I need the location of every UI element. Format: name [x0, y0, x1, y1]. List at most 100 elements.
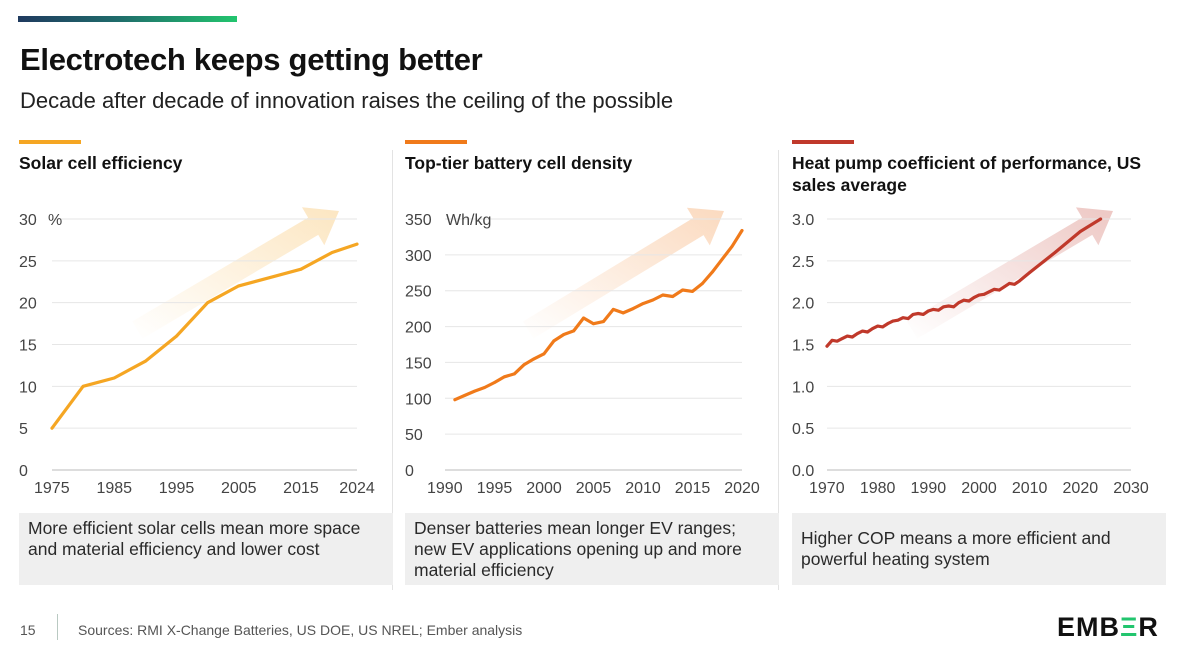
x-tick-label: 2024: [339, 480, 375, 497]
battery-density-chart: 0 50 100 150 200 250 300 350 Wh/kg 1990 1995 2000 20…: [405, 207, 760, 497]
data-point: [206, 301, 210, 305]
x-tick-label: 2000: [961, 480, 997, 497]
x-tick-label: 2020: [724, 480, 760, 497]
chart-title: Solar cell efficiency: [19, 153, 183, 173]
page-subtitle: Decade after decade of innovation raises…: [20, 88, 674, 113]
data-point: [611, 307, 615, 311]
data-point: [691, 290, 694, 293]
data-point: [987, 290, 991, 294]
y-tick-label: 5: [19, 421, 28, 438]
data-point: [720, 257, 724, 261]
data-point: [921, 312, 925, 316]
data-point: [850, 335, 854, 339]
y-tick-label: 0.0: [792, 463, 814, 480]
data-point: [710, 270, 714, 274]
y-unit-label: Wh/kg: [446, 212, 491, 229]
data-point: [512, 372, 516, 376]
panel-accent: [19, 140, 81, 144]
data-point: [1008, 282, 1011, 285]
data-point: [463, 394, 467, 397]
data-point: [355, 242, 359, 246]
data-point: [542, 352, 546, 356]
data-point: [112, 376, 116, 380]
data-point: [730, 244, 734, 248]
footer-separator: [57, 614, 58, 640]
x-tick-label: 1975: [34, 480, 70, 497]
data-point: [896, 318, 900, 322]
data-point: [621, 311, 625, 315]
x-tick-label: 1980: [860, 480, 896, 497]
chart-caption: Denser batteries mean longer EV ranges; …: [405, 513, 779, 585]
trend-arrow: [907, 207, 1113, 339]
header-accent-bar: [18, 16, 237, 22]
panel-accent: [792, 140, 854, 144]
data-point: [671, 295, 675, 298]
data-point: [631, 307, 635, 311]
data-point: [1078, 230, 1082, 233]
data-point: [977, 293, 981, 297]
data-point: [473, 389, 477, 393]
data-point: [866, 330, 869, 334]
trend-arrow: [522, 207, 724, 339]
data-point: [861, 329, 864, 333]
data-point: [932, 307, 935, 311]
data-point: [901, 316, 905, 320]
data-point: [911, 312, 915, 316]
data-point: [1018, 279, 1021, 283]
data-point: [299, 267, 303, 271]
y-tick-label: 0: [19, 463, 28, 480]
data-point: [503, 375, 506, 379]
data-point: [641, 302, 645, 306]
data-point: [651, 298, 655, 302]
y-tick-label: 15: [19, 338, 37, 355]
data-point: [942, 305, 945, 309]
data-point: [845, 334, 849, 338]
y-tick-label: 350: [405, 212, 432, 229]
data-point: [972, 296, 976, 300]
x-tick-label: 1985: [96, 480, 132, 497]
data-point: [582, 316, 585, 320]
y-tick-label: 200: [405, 320, 432, 337]
data-point: [268, 276, 272, 279]
data-point: [602, 320, 605, 323]
data-point: [982, 292, 986, 296]
data-point: [572, 329, 576, 333]
chart-caption: More efficient solar cells mean more spa…: [19, 513, 393, 585]
data-point: [1099, 217, 1102, 221]
y-tick-label: 50: [405, 427, 423, 444]
data-point: [871, 327, 874, 331]
x-tick-label: 1995: [159, 480, 195, 497]
solar-efficiency-chart: 0 5 10 15 20 25 30 % 1975 1985 1995 2005 2015 2024: [19, 207, 375, 497]
sources-note: Sources: RMI X-Change Batteries, US DOE,…: [78, 622, 523, 638]
data-point: [493, 381, 496, 384]
data-point: [825, 344, 829, 348]
y-tick-label: 150: [405, 355, 432, 372]
x-tick-label: 2020: [1063, 480, 1099, 497]
y-tick-label: 1.5: [792, 338, 814, 355]
data-point: [876, 324, 880, 328]
data-point: [835, 339, 839, 343]
y-tick-label: 300: [405, 248, 432, 265]
y-tick-label: 10: [19, 379, 37, 396]
data-point: [891, 319, 895, 323]
panel-accent: [405, 140, 467, 144]
data-point: [1013, 282, 1016, 286]
data-point: [701, 282, 704, 285]
data-point: [967, 299, 971, 303]
data-point: [1002, 285, 1006, 289]
chart-caption: Higher COP means a more efficient and po…: [792, 513, 1166, 585]
ember-logo: EMBΞR: [1057, 612, 1159, 642]
x-tick-label: 2015: [675, 480, 711, 497]
data-point: [952, 305, 956, 309]
data-point: [483, 386, 486, 389]
data-point: [856, 332, 859, 336]
data-point: [81, 384, 85, 388]
x-tick-label: 2010: [625, 480, 661, 497]
y-tick-label: 30: [19, 212, 37, 229]
y-tick-label: 2.5: [792, 254, 814, 271]
data-point: [992, 287, 996, 291]
data-point: [840, 337, 844, 341]
data-point: [1028, 271, 1032, 274]
x-tick-label: 1995: [477, 480, 513, 497]
data-point: [661, 293, 665, 297]
